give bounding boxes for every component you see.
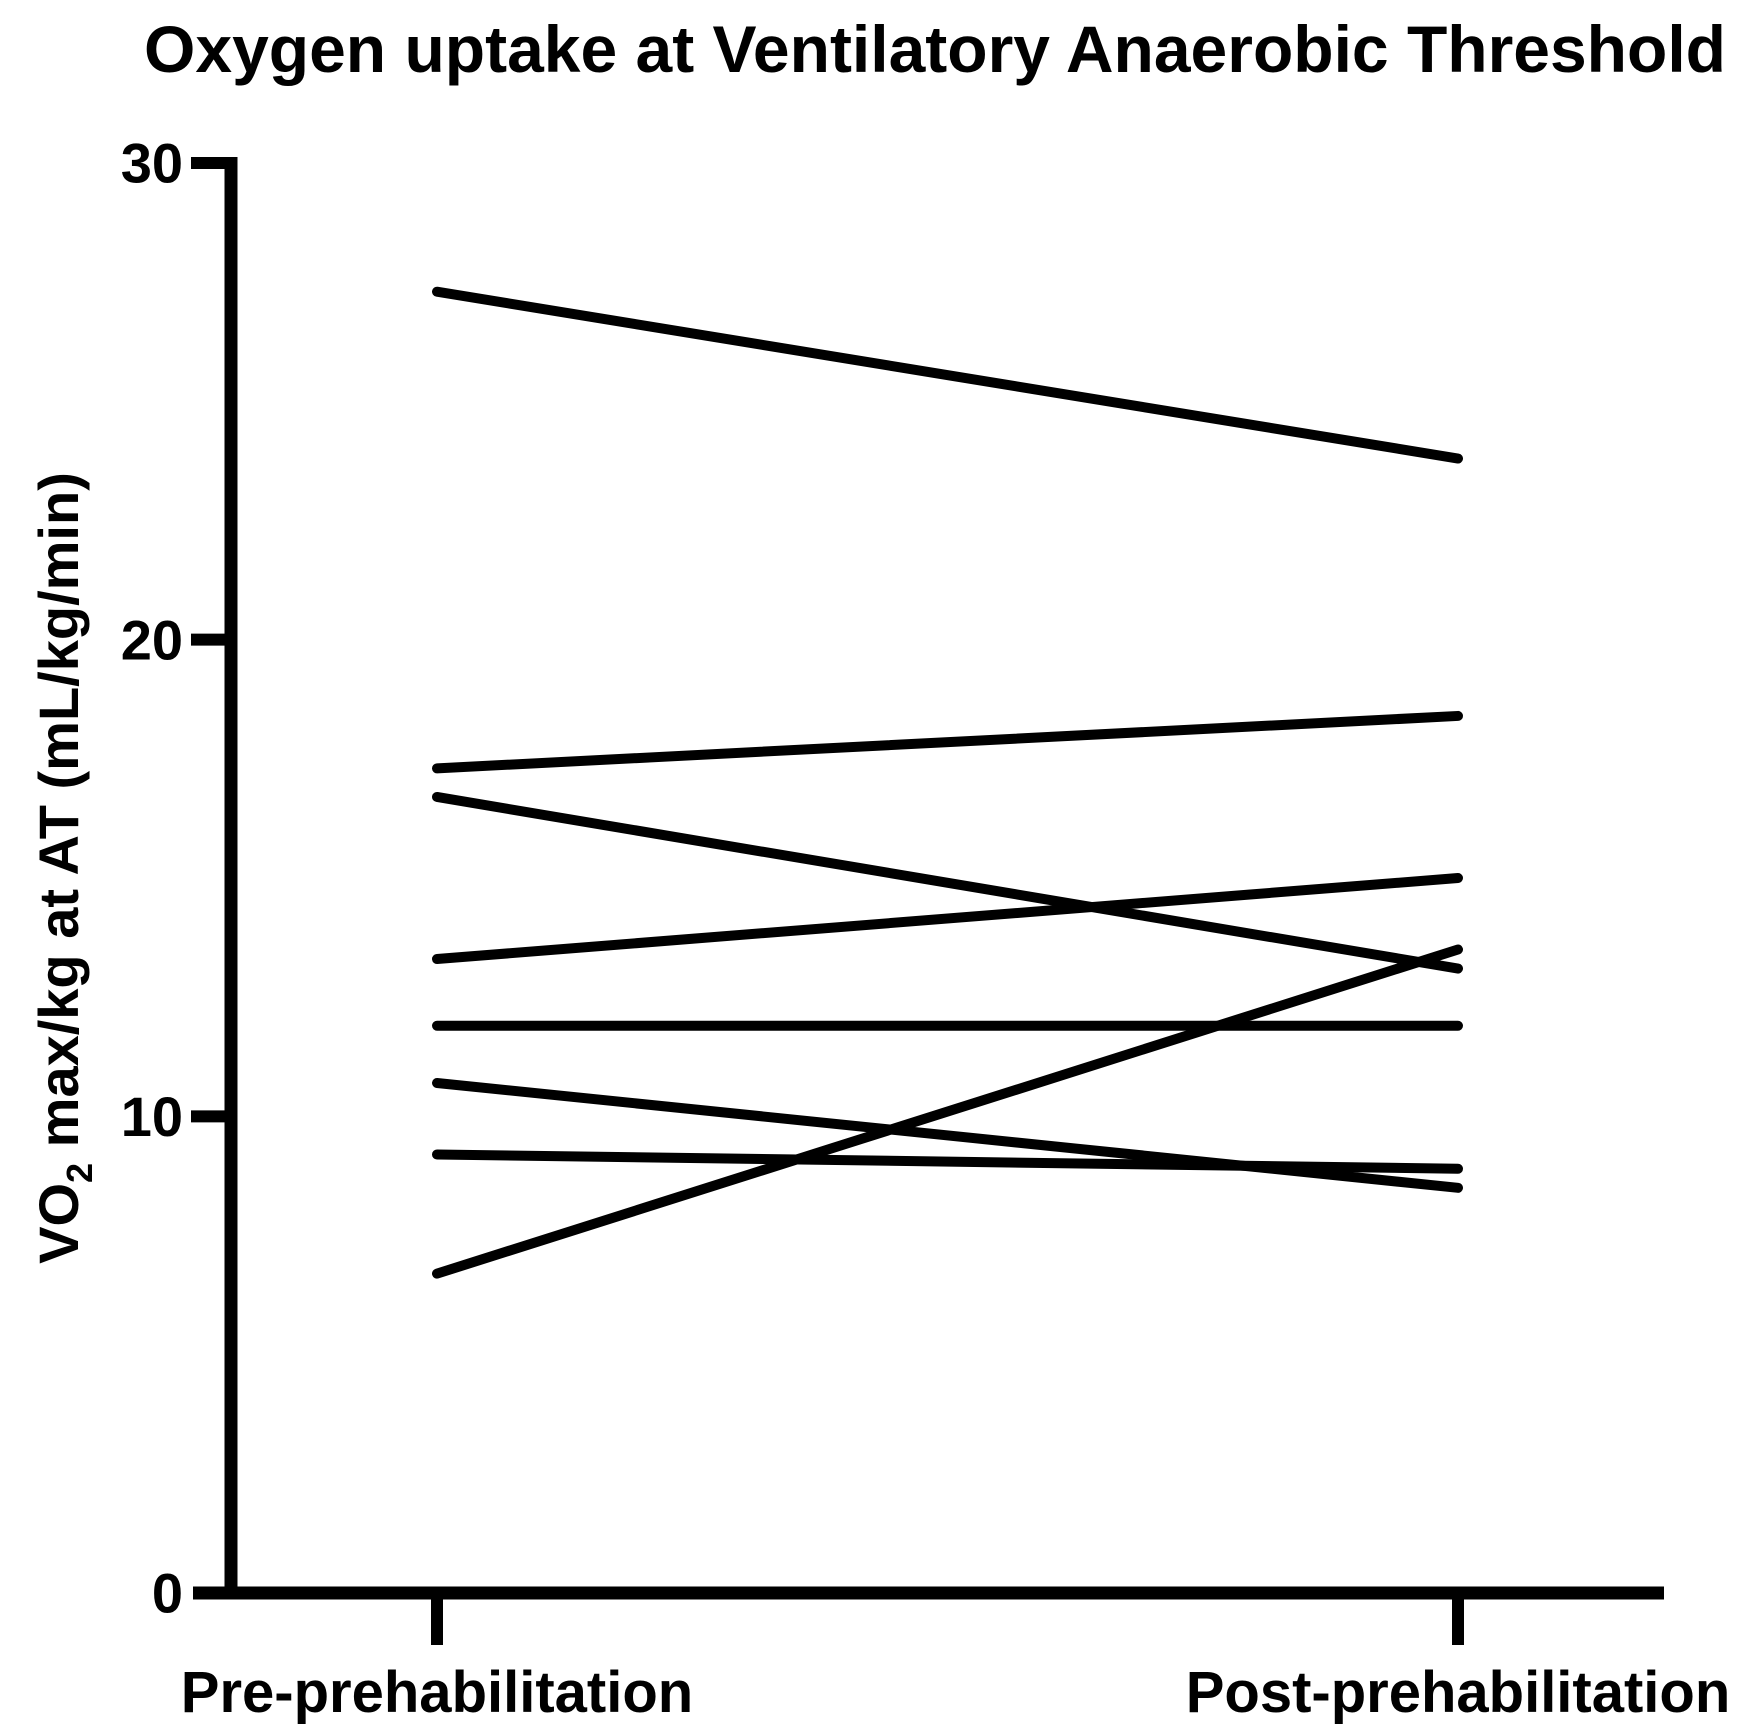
- y-axis-tick-label: 30: [121, 132, 183, 195]
- patient-line: [432, 791, 1463, 974]
- patient-line: [432, 873, 1463, 965]
- chart-title: Oxygen uptake at Ventilatory Anaerobic T…: [144, 12, 1726, 86]
- series-group: [432, 286, 1463, 1279]
- patient-line: [432, 944, 1463, 1279]
- x-axis-category-label: Post-prehabilitation: [1186, 1660, 1731, 1725]
- y-axis-tick-label: 10: [121, 1085, 183, 1148]
- patient-line: [432, 286, 1463, 464]
- x-axis-category-label: Pre-prehabilitation: [181, 1660, 693, 1725]
- y-axis-tick-label: 20: [121, 608, 183, 671]
- patient-line: [432, 710, 1463, 774]
- y-axis-tick-label: 0: [152, 1562, 183, 1625]
- labels-group: 0 10 20 30 Pre-prehabilitation Post-prehabili…: [27, 132, 1730, 1725]
- axes-group: [191, 157, 1664, 1645]
- patient-line: [432, 1077, 1463, 1193]
- patient-line: [432, 1149, 1463, 1174]
- y-axis-title: VO2 max/kg at AT (mL/kg/min): [27, 472, 100, 1264]
